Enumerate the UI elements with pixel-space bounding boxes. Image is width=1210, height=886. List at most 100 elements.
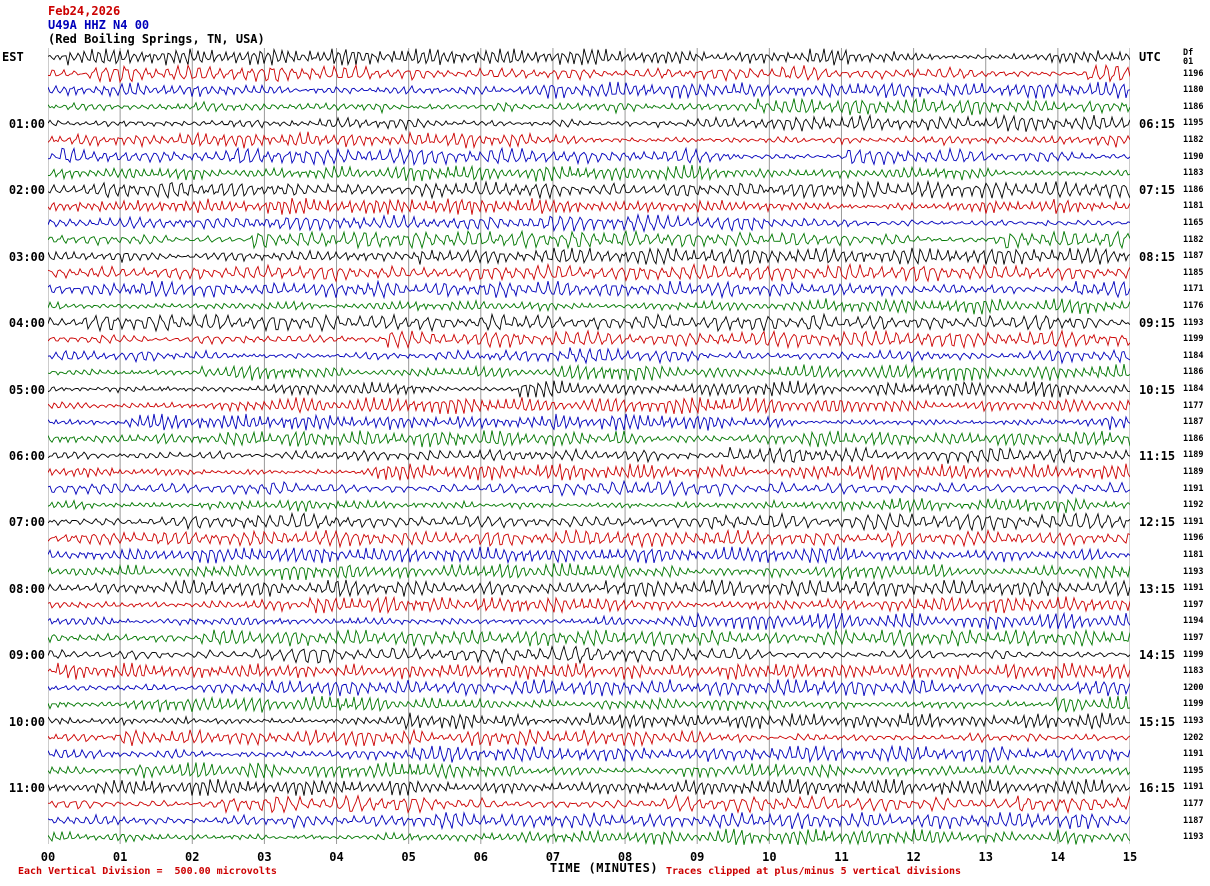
right-timezone-label: UTC (1139, 50, 1161, 64)
row-value: 1189 (1183, 450, 1204, 461)
row-value: 1183 (1183, 168, 1204, 179)
x-tick-label: 08 (617, 850, 633, 864)
row-value: 1182 (1183, 135, 1204, 145)
row-value: 1186 (1183, 184, 1204, 195)
left-hour-label: 03:00 (8, 249, 45, 264)
trace-row (48, 644, 1130, 665)
right-hour-label: 14:15 (1139, 648, 1176, 663)
right-hour-label: 16:15 (1139, 780, 1176, 795)
right-hour-label: 09:15 (1139, 316, 1176, 331)
right-hour-label: 11:15 (1139, 448, 1176, 463)
row-value: 1193 (1183, 832, 1204, 843)
right-column-header: Df (1183, 48, 1194, 58)
trace-row (48, 463, 1130, 481)
seismogram-traces (48, 47, 1130, 846)
clip-note: Traces clipped at plus/minus 5 vertical … (666, 866, 962, 877)
left-hour-label: 01:00 (8, 116, 45, 131)
row-value: 1189 (1183, 467, 1204, 477)
trace-row (48, 828, 1130, 846)
row-value: 1184 (1183, 350, 1204, 361)
trace-row (48, 213, 1130, 233)
trace-row (48, 662, 1130, 680)
trace-row (48, 347, 1130, 365)
right-hour-label: 10:15 (1139, 382, 1176, 397)
row-value: 1193 (1183, 716, 1204, 726)
minute-gridlines (48, 48, 1130, 844)
x-tick-label: 05 (401, 850, 416, 864)
trace-row (48, 113, 1130, 132)
row-value: 1200 (1183, 682, 1204, 693)
row-value: 1195 (1183, 765, 1204, 776)
right-hour-label: 12:15 (1139, 515, 1176, 530)
row-value: 1197 (1183, 633, 1204, 643)
x-tick-label: 09 (689, 850, 705, 864)
trace-row (48, 497, 1130, 514)
row-value: 1191 (1183, 483, 1204, 494)
right-hour-label: 07:15 (1139, 183, 1176, 198)
trace-row (48, 279, 1130, 300)
row-value: 1193 (1183, 317, 1204, 328)
trace-row (48, 47, 1130, 67)
scale-note: Each Vertical Division = 500.00 microvol… (18, 866, 277, 877)
row-value: 1177 (1183, 400, 1204, 411)
trace-row (48, 247, 1130, 266)
trace-row (48, 397, 1130, 415)
trace-row (48, 712, 1130, 731)
row-value: 1199 (1183, 334, 1204, 345)
row-value: 1181 (1183, 201, 1204, 212)
trace-row (48, 794, 1130, 815)
row-value: 1187 (1183, 417, 1204, 428)
row-value: 1196 (1183, 68, 1204, 79)
trace-row (48, 197, 1130, 215)
trace-row (48, 811, 1130, 831)
row-value: 1199 (1183, 699, 1204, 710)
row-value: 1190 (1183, 151, 1204, 162)
trace-row (48, 312, 1130, 333)
trace-row (48, 678, 1130, 698)
row-value: 1186 (1183, 101, 1204, 112)
right-hour-label: 15:15 (1139, 714, 1176, 729)
row-value: 1193 (1183, 566, 1204, 577)
trace-row (48, 511, 1130, 532)
trace-row (48, 363, 1130, 381)
trace-row (48, 262, 1130, 283)
x-tick-label: 03 (257, 850, 272, 864)
trace-row (48, 579, 1130, 598)
x-tick-label: 14 (1050, 850, 1066, 864)
left-hour-label: 02:00 (8, 183, 45, 198)
trace-row (48, 164, 1130, 182)
trace-row (48, 528, 1130, 549)
x-tick-label: 10 (762, 850, 777, 864)
trace-row (48, 130, 1130, 150)
x-tick-label: 06 (473, 850, 489, 864)
trace-row (48, 611, 1130, 631)
left-hour-label: 09:00 (8, 648, 45, 663)
row-value: 1183 (1183, 666, 1204, 677)
row-value: 1187 (1183, 251, 1204, 262)
trace-row (48, 63, 1130, 84)
trace-row (48, 297, 1130, 315)
row-value: 1165 (1183, 218, 1204, 228)
x-tick-label: 04 (329, 850, 344, 864)
trace-row (48, 778, 1130, 796)
trace-row (48, 728, 1130, 748)
left-hour-label: 05:00 (8, 382, 45, 397)
row-value: 1186 (1183, 433, 1204, 444)
right-hour-label: 06:15 (1139, 116, 1176, 131)
header-date: Feb24,2026 (48, 4, 121, 18)
trace-row (48, 413, 1130, 431)
left-hour-label: 11:00 (8, 780, 45, 795)
trace-row (48, 744, 1130, 764)
left-hour-label: 10:00 (8, 714, 45, 729)
trace-row (48, 430, 1130, 448)
trace-row (48, 146, 1130, 167)
trace-row (48, 628, 1130, 648)
left-hour-label: 04:00 (8, 316, 45, 331)
trace-row (48, 81, 1130, 100)
trace-row (48, 695, 1130, 713)
row-value: 1199 (1183, 649, 1204, 660)
right-hour-label: 08:15 (1139, 249, 1176, 264)
row-value: 1181 (1183, 550, 1204, 560)
trace-row (48, 479, 1130, 498)
